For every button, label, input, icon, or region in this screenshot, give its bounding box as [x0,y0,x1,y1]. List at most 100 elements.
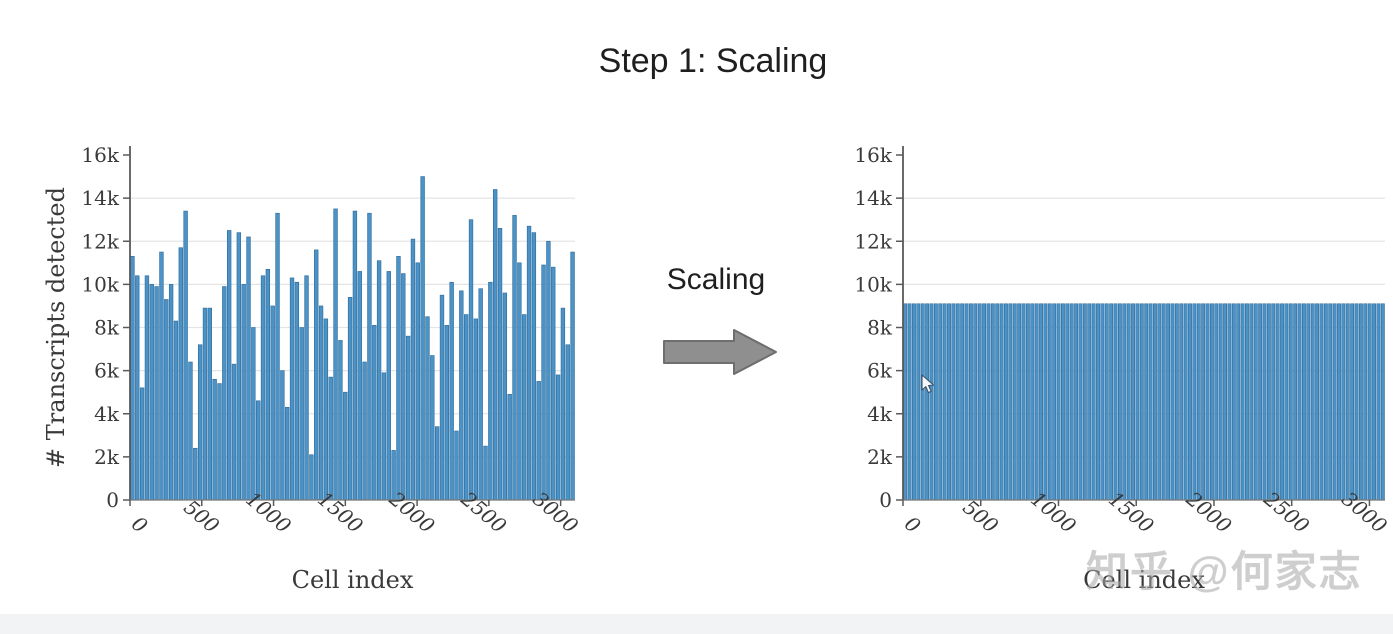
bar [1214,303,1219,501]
bar [973,303,978,501]
bar [526,225,532,501]
bar [1380,303,1385,501]
bar [410,238,416,501]
bar [1017,303,1022,501]
bar [372,325,377,501]
bar [968,303,973,501]
bar [139,387,145,501]
bar [444,325,449,501]
bar [217,383,222,501]
bar [183,210,188,501]
bar [1100,303,1105,501]
bar [1315,303,1320,501]
bar [251,327,256,501]
bar [314,249,319,501]
bar [1096,303,1100,501]
y-tick-label: 0 [879,488,892,512]
y-tick-label: 10k [854,272,892,296]
bar [982,303,986,501]
bar [1109,303,1114,501]
bar [285,406,290,501]
bar [420,176,425,501]
x-axis-title: Cell index [1083,566,1205,594]
bar [231,363,237,501]
bar [1209,303,1214,501]
zhihu-watermark: 知乎 @何家志 [1086,548,1363,595]
bar [367,212,372,501]
bar [478,288,483,501]
bar [1021,303,1026,501]
bar [1117,303,1122,501]
bar [1043,303,1048,501]
bar [1148,303,1153,501]
bar [294,281,300,501]
bar [488,281,493,501]
bar [920,303,925,501]
bar [1104,303,1109,501]
bar [551,266,556,501]
bar [1039,303,1043,501]
bar [1113,303,1118,501]
bar [483,445,488,501]
bar [960,303,965,501]
bar [916,303,921,501]
bar [951,303,956,501]
bar [1074,303,1079,501]
mouse-cursor-icon [921,374,935,394]
bar [343,391,348,501]
bar [178,247,183,501]
bar [1060,303,1065,501]
bar [1025,303,1030,501]
bar [1056,303,1061,501]
bar [1297,303,1302,501]
y-tick-label: 8k [94,316,120,340]
bar [1205,303,1210,501]
bar [546,240,551,501]
bar [1310,303,1315,501]
y-tick-label: 2k [94,445,120,469]
bar [401,273,406,501]
y-tick-label: 6k [94,359,120,383]
bar [502,292,508,501]
bar [1275,303,1280,501]
bar [986,303,991,501]
bar [507,394,512,501]
bar [964,303,969,501]
bar [1306,303,1311,501]
bar [1144,303,1149,501]
bar [1166,303,1171,501]
bar [925,303,930,501]
bar [154,286,159,501]
bar [1350,303,1355,501]
bar [555,374,561,501]
bar [1372,303,1376,501]
bar [275,212,280,501]
x-axis-title: Cell index [292,566,414,594]
bar [1174,303,1179,501]
bar [541,264,546,501]
bar [1332,303,1337,501]
bar [149,284,154,501]
y-axis-title: # Transcripts detected [42,187,70,468]
bar [1008,303,1013,501]
scaling-step-label: Scaling [666,263,766,296]
bar [907,303,912,501]
x-tick-label: 500 [958,495,1003,538]
bar [1082,303,1087,501]
bar [570,251,575,501]
bar [1179,303,1184,501]
bar [463,314,469,501]
bar [168,284,174,501]
bar [1253,303,1258,501]
bar [1034,303,1039,501]
bar [1201,303,1206,501]
y-tick-label: 2k [867,445,893,469]
bar [338,340,343,501]
bar [1139,303,1144,501]
y-tick-label: 0 [106,488,119,512]
bar [415,262,420,501]
y-tick-label: 14k [854,186,892,210]
bar [130,256,135,501]
